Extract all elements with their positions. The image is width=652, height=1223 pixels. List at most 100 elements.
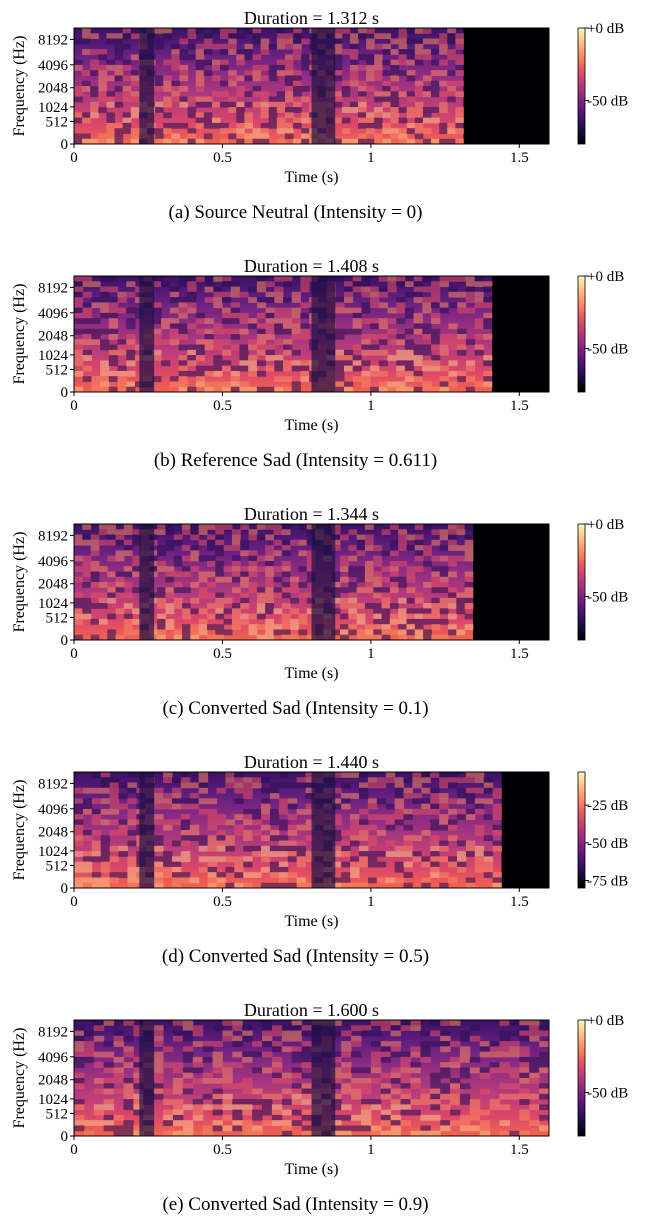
x-tick-label: 0.5 bbox=[213, 1142, 232, 1158]
spectrogram-pause bbox=[139, 28, 155, 144]
spectrogram-pause bbox=[139, 276, 155, 392]
colorbar-tick-label: -50 dB bbox=[587, 590, 628, 606]
x-tick-label: 1.5 bbox=[510, 398, 529, 414]
x-tick-label: 0.5 bbox=[213, 398, 232, 414]
y-tick-label: 1024 bbox=[38, 1092, 69, 1108]
y-tick-label: 2048 bbox=[38, 329, 68, 345]
colorbar-tick-label: +0 dB bbox=[587, 517, 624, 533]
y-tick-label: 0 bbox=[61, 633, 69, 649]
y-tick-label: 2048 bbox=[38, 825, 68, 841]
x-tick-label: 0.5 bbox=[213, 894, 232, 910]
y-tick-label: 0 bbox=[61, 881, 69, 897]
colorbar-tick-label: -50 dB bbox=[587, 94, 628, 110]
spectrogram-pause bbox=[311, 276, 336, 392]
subfigure-caption: (b) Reference Sad (Intensity = 0.611) bbox=[154, 450, 437, 471]
x-tick-label: 0 bbox=[70, 894, 78, 910]
x-tick-label: 1 bbox=[367, 646, 375, 662]
x-tick-label: 1 bbox=[367, 1142, 375, 1158]
y-tick-label: 512 bbox=[46, 1106, 69, 1122]
y-axis-label: Frequency (Hz) bbox=[11, 1028, 28, 1129]
plot-frame bbox=[73, 523, 550, 641]
spectrogram-pause bbox=[139, 772, 155, 888]
y-tick-label: 0 bbox=[61, 1129, 69, 1145]
y-axis-label: Frequency (Hz) bbox=[11, 36, 28, 137]
spectrogram-pause bbox=[311, 524, 336, 640]
y-tick-label: 2048 bbox=[38, 577, 68, 593]
chart-title: Duration = 1.344 s bbox=[244, 504, 379, 524]
chart-title: Duration = 1.440 s bbox=[244, 752, 379, 772]
plot-frame bbox=[73, 1019, 550, 1137]
x-tick-label: 0 bbox=[70, 398, 78, 414]
plot-frame bbox=[73, 771, 550, 889]
y-tick-label: 512 bbox=[46, 610, 69, 626]
y-tick-label: 0 bbox=[61, 137, 69, 153]
colorbar bbox=[577, 1019, 586, 1137]
x-tick-label: 0 bbox=[70, 150, 78, 166]
colorbar-tick-label: -50 dB bbox=[587, 836, 628, 852]
x-tick-label: 0.5 bbox=[213, 150, 232, 166]
y-tick-label: 0 bbox=[61, 385, 69, 401]
x-axis-label: Time (s) bbox=[284, 913, 338, 930]
y-tick-label: 1024 bbox=[38, 596, 69, 612]
colorbar-tick-label: +0 dB bbox=[587, 1013, 624, 1029]
y-tick-label: 4096 bbox=[38, 1050, 69, 1066]
y-tick-label: 4096 bbox=[38, 58, 69, 74]
y-axis-label: Frequency (Hz) bbox=[11, 284, 28, 385]
y-tick-label: 512 bbox=[46, 362, 69, 378]
chart-title: Duration = 1.312 s bbox=[244, 8, 379, 28]
plot-frame bbox=[73, 27, 550, 145]
x-tick-label: 1 bbox=[367, 894, 375, 910]
subfigure-caption: (e) Converted Sad (Intensity = 0.9) bbox=[162, 1194, 428, 1215]
x-axis-label: Time (s) bbox=[284, 169, 338, 186]
y-tick-label: 8192 bbox=[38, 528, 68, 544]
colorbar-tick-label: -50 dB bbox=[587, 1086, 628, 1102]
y-axis-label: Frequency (Hz) bbox=[11, 532, 28, 633]
spectrogram-pause bbox=[311, 1020, 336, 1136]
y-tick-label: 4096 bbox=[38, 802, 69, 818]
subfigure-caption: (c) Converted Sad (Intensity = 0.1) bbox=[162, 698, 428, 719]
y-tick-label: 1024 bbox=[38, 844, 69, 860]
spectrogram-pause bbox=[139, 524, 155, 640]
x-tick-label: 1.5 bbox=[510, 894, 529, 910]
subfigure-caption: (a) Source Neutral (Intensity = 0) bbox=[169, 202, 423, 223]
spectrogram-pause bbox=[311, 772, 336, 888]
y-tick-label: 8192 bbox=[38, 776, 68, 792]
colorbar bbox=[577, 771, 586, 889]
x-tick-label: 0.5 bbox=[213, 646, 232, 662]
colorbar-tick-label: -75 dB bbox=[587, 873, 628, 889]
x-axis-label: Time (s) bbox=[284, 417, 338, 434]
y-axis-label: Frequency (Hz) bbox=[11, 780, 28, 881]
y-tick-label: 512 bbox=[46, 114, 69, 130]
y-tick-label: 512 bbox=[46, 858, 69, 874]
colorbar bbox=[577, 27, 586, 145]
y-tick-label: 4096 bbox=[38, 306, 69, 322]
x-tick-label: 1 bbox=[367, 150, 375, 166]
y-tick-label: 4096 bbox=[38, 554, 69, 570]
spectrogram-texture bbox=[74, 276, 493, 393]
y-tick-label: 8192 bbox=[38, 1024, 68, 1040]
colorbar-tick-label: -25 dB bbox=[587, 798, 628, 814]
x-axis-label: Time (s) bbox=[284, 665, 338, 682]
chart-title: Duration = 1.408 s bbox=[244, 256, 379, 276]
y-tick-label: 2048 bbox=[38, 1073, 68, 1089]
spectrogram-pause bbox=[139, 1020, 155, 1136]
plot-frame bbox=[73, 275, 550, 393]
colorbar bbox=[577, 275, 586, 393]
y-tick-label: 1024 bbox=[38, 100, 69, 116]
y-tick-label: 8192 bbox=[38, 280, 68, 296]
colorbar-tick-label: -50 dB bbox=[587, 342, 628, 358]
colorbar bbox=[577, 523, 586, 641]
y-tick-label: 2048 bbox=[38, 81, 68, 97]
x-tick-label: 0 bbox=[70, 646, 78, 662]
y-tick-label: 8192 bbox=[38, 32, 68, 48]
chart-title: Duration = 1.600 s bbox=[244, 1000, 379, 1020]
x-tick-label: 1.5 bbox=[510, 1142, 529, 1158]
colorbar-tick-label: +0 dB bbox=[587, 21, 624, 37]
spectrogram-pause bbox=[311, 28, 336, 144]
